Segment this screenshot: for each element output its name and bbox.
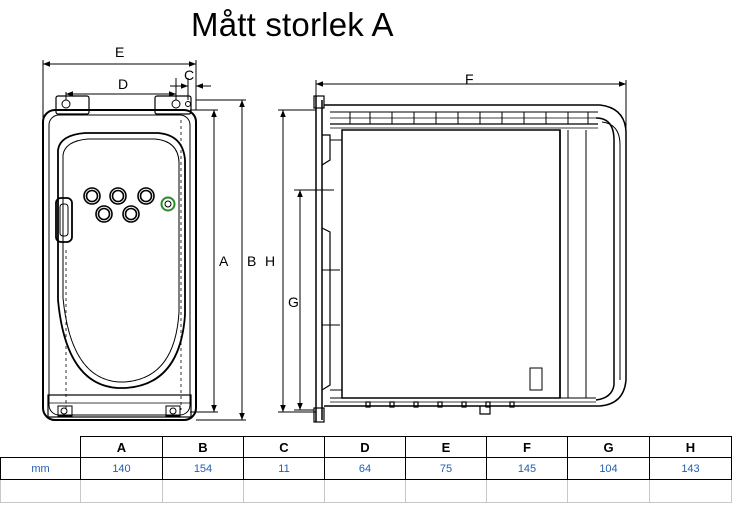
empty-cell bbox=[324, 479, 406, 503]
unit-cell: mm bbox=[0, 457, 81, 480]
value-cell: 75 bbox=[405, 457, 487, 480]
value-cell: 104 bbox=[567, 457, 650, 480]
empty-cell bbox=[486, 479, 568, 503]
front-view bbox=[42, 95, 197, 421]
page-title: Mått storlek A bbox=[191, 6, 394, 43]
empty-cell bbox=[0, 479, 81, 503]
dim-label-g: G bbox=[288, 294, 299, 310]
dim-label-h: H bbox=[265, 253, 275, 269]
side-dimensions bbox=[278, 80, 627, 413]
dim-label-b: B bbox=[247, 253, 256, 269]
table-header-cell: D bbox=[324, 436, 406, 458]
dim-label-f: F bbox=[465, 71, 474, 87]
dim-label-e: E bbox=[115, 44, 124, 60]
table-header-cell: E bbox=[405, 436, 487, 458]
empty-cell bbox=[405, 479, 487, 503]
value-cell: 145 bbox=[486, 457, 568, 480]
table-header-cell: G bbox=[567, 436, 650, 458]
table-row: mm 140 154 11 64 75 145 104 143 bbox=[0, 457, 732, 480]
value-cell: 143 bbox=[649, 457, 732, 480]
table-header-cell: H bbox=[649, 436, 732, 458]
table-header-cell: A bbox=[80, 436, 163, 458]
dim-label-d: D bbox=[118, 76, 128, 92]
side-view bbox=[313, 95, 627, 423]
dimension-table: A B C D E F G H mm 140 154 11 64 75 145 … bbox=[0, 436, 732, 503]
table-header-cell: C bbox=[243, 436, 325, 458]
value-cell: 64 bbox=[324, 457, 406, 480]
empty-cell bbox=[243, 479, 325, 503]
table-header-cell: F bbox=[486, 436, 568, 458]
table-header-row: A B C D E F G H bbox=[0, 436, 732, 458]
dimension-drawing: E D C A B H G F bbox=[42, 44, 627, 423]
empty-cell bbox=[80, 479, 163, 503]
table-empty-row bbox=[0, 479, 732, 503]
table-header-cell: B bbox=[162, 436, 244, 458]
empty-cell bbox=[649, 479, 732, 503]
front-dimensions bbox=[42, 60, 246, 421]
value-cell: 140 bbox=[80, 457, 163, 480]
table-header-cell bbox=[0, 436, 81, 458]
value-cell: 11 bbox=[243, 457, 325, 480]
dim-label-c: C bbox=[184, 67, 194, 83]
empty-cell bbox=[567, 479, 650, 503]
empty-cell bbox=[162, 479, 244, 503]
value-cell: 154 bbox=[162, 457, 244, 480]
dim-label-a: A bbox=[219, 253, 229, 269]
